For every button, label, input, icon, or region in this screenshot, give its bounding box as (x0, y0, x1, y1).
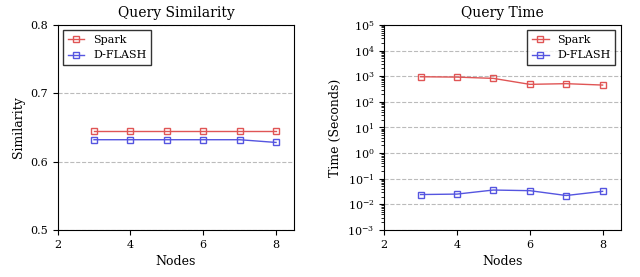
Spark (163, 129, 171, 132)
Legend: Spark, D-FLASH: Spark, D-FLASH (63, 30, 151, 65)
D-FLASH (453, 193, 461, 196)
D-FLASH (526, 189, 534, 192)
D-FLASH (272, 141, 280, 144)
Spark (127, 129, 134, 132)
D-FLASH (127, 138, 134, 141)
Spark (417, 75, 424, 78)
Spark (599, 83, 607, 87)
D-FLASH (90, 138, 98, 141)
Spark (90, 129, 98, 132)
Y-axis label: Time (Seconds): Time (Seconds) (329, 78, 342, 176)
Spark (490, 77, 497, 80)
Spark (563, 82, 570, 85)
Spark (272, 129, 280, 132)
D-FLASH (599, 190, 607, 193)
Title: Query Time: Query Time (461, 6, 544, 20)
D-FLASH (490, 188, 497, 192)
D-FLASH (200, 138, 207, 141)
Y-axis label: Similarity: Similarity (12, 96, 24, 158)
Legend: Spark, D-FLASH: Spark, D-FLASH (527, 30, 615, 65)
D-FLASH (236, 138, 243, 141)
Spark (526, 83, 534, 86)
Title: Query Similarity: Query Similarity (118, 6, 234, 20)
Line: Spark: Spark (92, 128, 279, 134)
Spark (453, 75, 461, 79)
D-FLASH (163, 138, 171, 141)
Spark (200, 129, 207, 132)
D-FLASH (417, 193, 424, 196)
X-axis label: Nodes: Nodes (156, 255, 196, 268)
Line: D-FLASH: D-FLASH (92, 137, 279, 145)
Line: D-FLASH: D-FLASH (418, 187, 605, 198)
Line: Spark: Spark (418, 74, 605, 88)
X-axis label: Nodes: Nodes (483, 255, 523, 268)
D-FLASH (563, 194, 570, 197)
Spark (236, 129, 243, 132)
